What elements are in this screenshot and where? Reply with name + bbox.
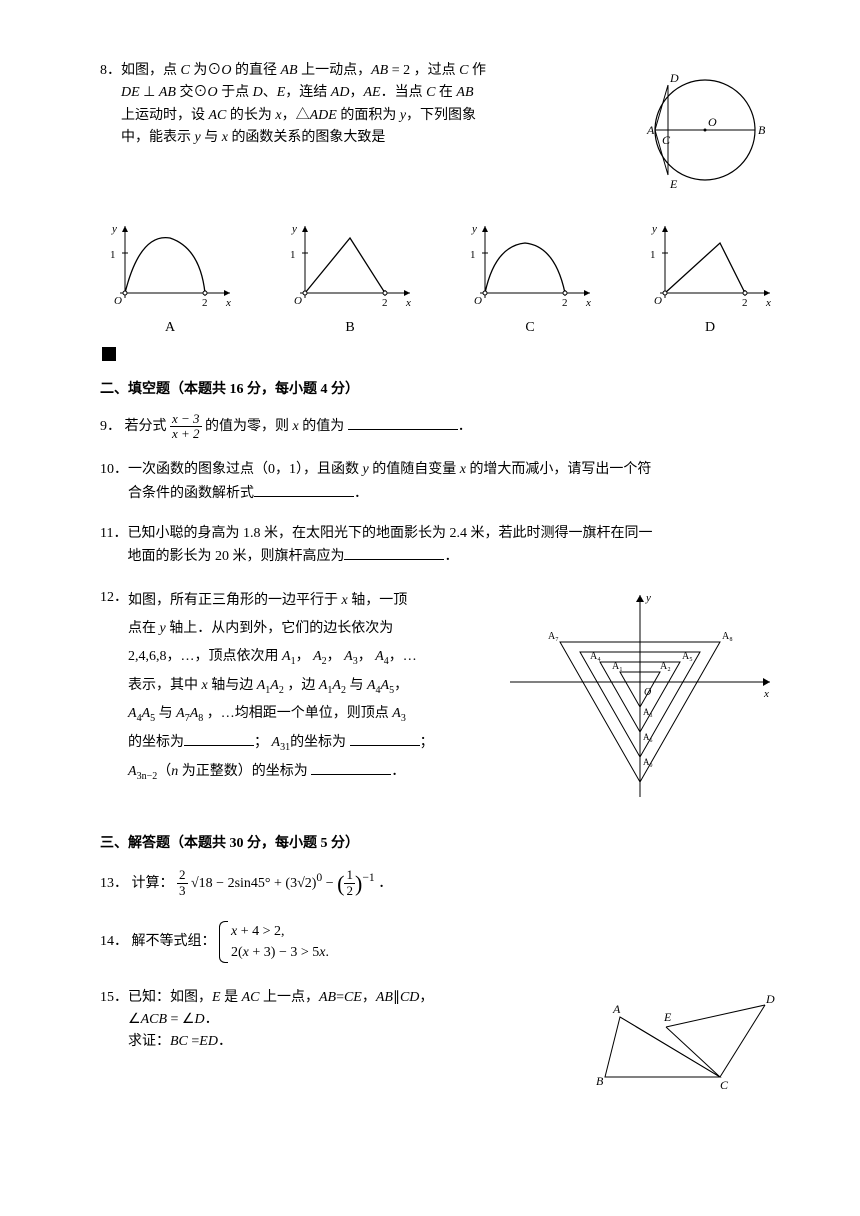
svg-text:A₇: A₇ bbox=[548, 631, 559, 642]
marker-box bbox=[102, 347, 116, 361]
svg-text:x: x bbox=[405, 297, 411, 308]
svg-text:x: x bbox=[763, 688, 769, 700]
svg-text:A₂: A₂ bbox=[660, 661, 671, 672]
blank-9 bbox=[348, 415, 458, 430]
svg-text:A₅: A₅ bbox=[682, 651, 693, 662]
section-2-heading: 二、填空题（本题共 16 分，每小题 4 分） bbox=[100, 379, 780, 401]
svg-text:C: C bbox=[662, 133, 671, 147]
svg-text:O: O bbox=[654, 295, 662, 307]
svg-text:x: x bbox=[225, 297, 231, 308]
blank-12a bbox=[184, 731, 254, 746]
svg-text:1: 1 bbox=[470, 249, 476, 261]
choice-c: 1 O 2 x y C bbox=[460, 218, 600, 339]
blank-12c bbox=[311, 760, 391, 775]
svg-text:O: O bbox=[114, 295, 122, 307]
q8-circle-figure: A B C D E O bbox=[620, 60, 780, 208]
svg-text:C: C bbox=[720, 1078, 729, 1092]
svg-text:2: 2 bbox=[202, 297, 208, 308]
svg-text:x: x bbox=[765, 297, 771, 308]
problem-8: A B C D E O 8． 如图，点 C 为⊙O 的直径 AB 上一动点，AB… bbox=[100, 60, 780, 361]
q8-text: 如图，点 C 为⊙O 的直径 AB 上一动点，AB = 2 ，过点 C 作 DE… bbox=[121, 60, 620, 150]
svg-text:D: D bbox=[669, 71, 679, 85]
svg-text:O: O bbox=[644, 687, 651, 698]
svg-text:A₆: A₆ bbox=[643, 732, 653, 742]
svg-text:A₉: A₉ bbox=[643, 757, 653, 767]
svg-text:A₁: A₁ bbox=[612, 661, 623, 672]
svg-text:1: 1 bbox=[110, 249, 116, 261]
problem-11: 11． 已知小聪的身高为 1.8 米，在太阳光下的地面影长为 2.4 米，若此时… bbox=[100, 523, 780, 569]
svg-text:E: E bbox=[669, 177, 678, 191]
svg-text:B: B bbox=[758, 123, 766, 137]
svg-text:1: 1 bbox=[650, 249, 656, 261]
svg-text:E: E bbox=[663, 1010, 672, 1024]
svg-text:2: 2 bbox=[562, 297, 568, 308]
svg-text:A: A bbox=[612, 1002, 621, 1016]
svg-text:B: B bbox=[596, 1074, 604, 1088]
svg-text:y: y bbox=[651, 223, 657, 235]
svg-text:O: O bbox=[474, 295, 482, 307]
problem-14: 14． 解不等式组： x + 4 > 2, 2(x + 3) − 3 > 5x. bbox=[100, 921, 780, 963]
svg-text:O: O bbox=[708, 115, 717, 129]
choice-d: 1 O 2 x y D bbox=[640, 218, 780, 339]
svg-text:2: 2 bbox=[382, 297, 388, 308]
problem-15: A B C D E 15． 已知：如图，E 是 AC 上一点，AB=CE，AB∥… bbox=[100, 987, 780, 1105]
blank-12b bbox=[350, 731, 420, 746]
svg-text:x: x bbox=[585, 297, 591, 308]
svg-text:y: y bbox=[111, 223, 117, 235]
q12-figure: A₁ A₂ A₄ A₅ A₇ A₈ O x y A₃ A₆ A₉ bbox=[500, 587, 780, 815]
svg-text:1: 1 bbox=[290, 249, 296, 261]
svg-text:2: 2 bbox=[742, 297, 748, 308]
svg-text:A₃: A₃ bbox=[643, 707, 653, 717]
svg-text:y: y bbox=[291, 223, 297, 235]
svg-text:y: y bbox=[645, 592, 651, 604]
choice-a: 1 O 2 x y A bbox=[100, 218, 240, 339]
q8-choices: 1 O 2 x y A 1 O 2 x y B bbox=[100, 218, 780, 339]
problem-9: 9． 若分式 x − 3x + 2 的值为零，则 x 的值为 ． bbox=[100, 412, 780, 442]
section-3-heading: 三、解答题（本题共 30 分，每小题 5 分） bbox=[100, 833, 780, 855]
blank-11 bbox=[344, 545, 444, 560]
q8-number: 8． bbox=[100, 60, 121, 82]
svg-text:A₄: A₄ bbox=[590, 651, 601, 662]
svg-text:A₈: A₈ bbox=[722, 631, 733, 642]
problem-13: 13． 计算： 23 √18 − 2sin45° + (3√2)0 − (12)… bbox=[100, 866, 780, 901]
svg-text:y: y bbox=[471, 223, 477, 235]
svg-text:O: O bbox=[294, 295, 302, 307]
blank-10 bbox=[254, 482, 354, 497]
choice-b: 1 O 2 x y B bbox=[280, 218, 420, 339]
svg-text:A: A bbox=[646, 123, 655, 137]
svg-text:D: D bbox=[765, 992, 775, 1006]
problem-10: 10． 一次函数的图象过点（0，1），且函数 y 的值随自变量 x 的增大而减小… bbox=[100, 459, 780, 505]
q15-figure: A B C D E bbox=[590, 987, 780, 1105]
problem-12: A₁ A₂ A₄ A₅ A₇ A₈ O x y A₃ A₆ A₉ 12． 如图，… bbox=[100, 587, 780, 815]
